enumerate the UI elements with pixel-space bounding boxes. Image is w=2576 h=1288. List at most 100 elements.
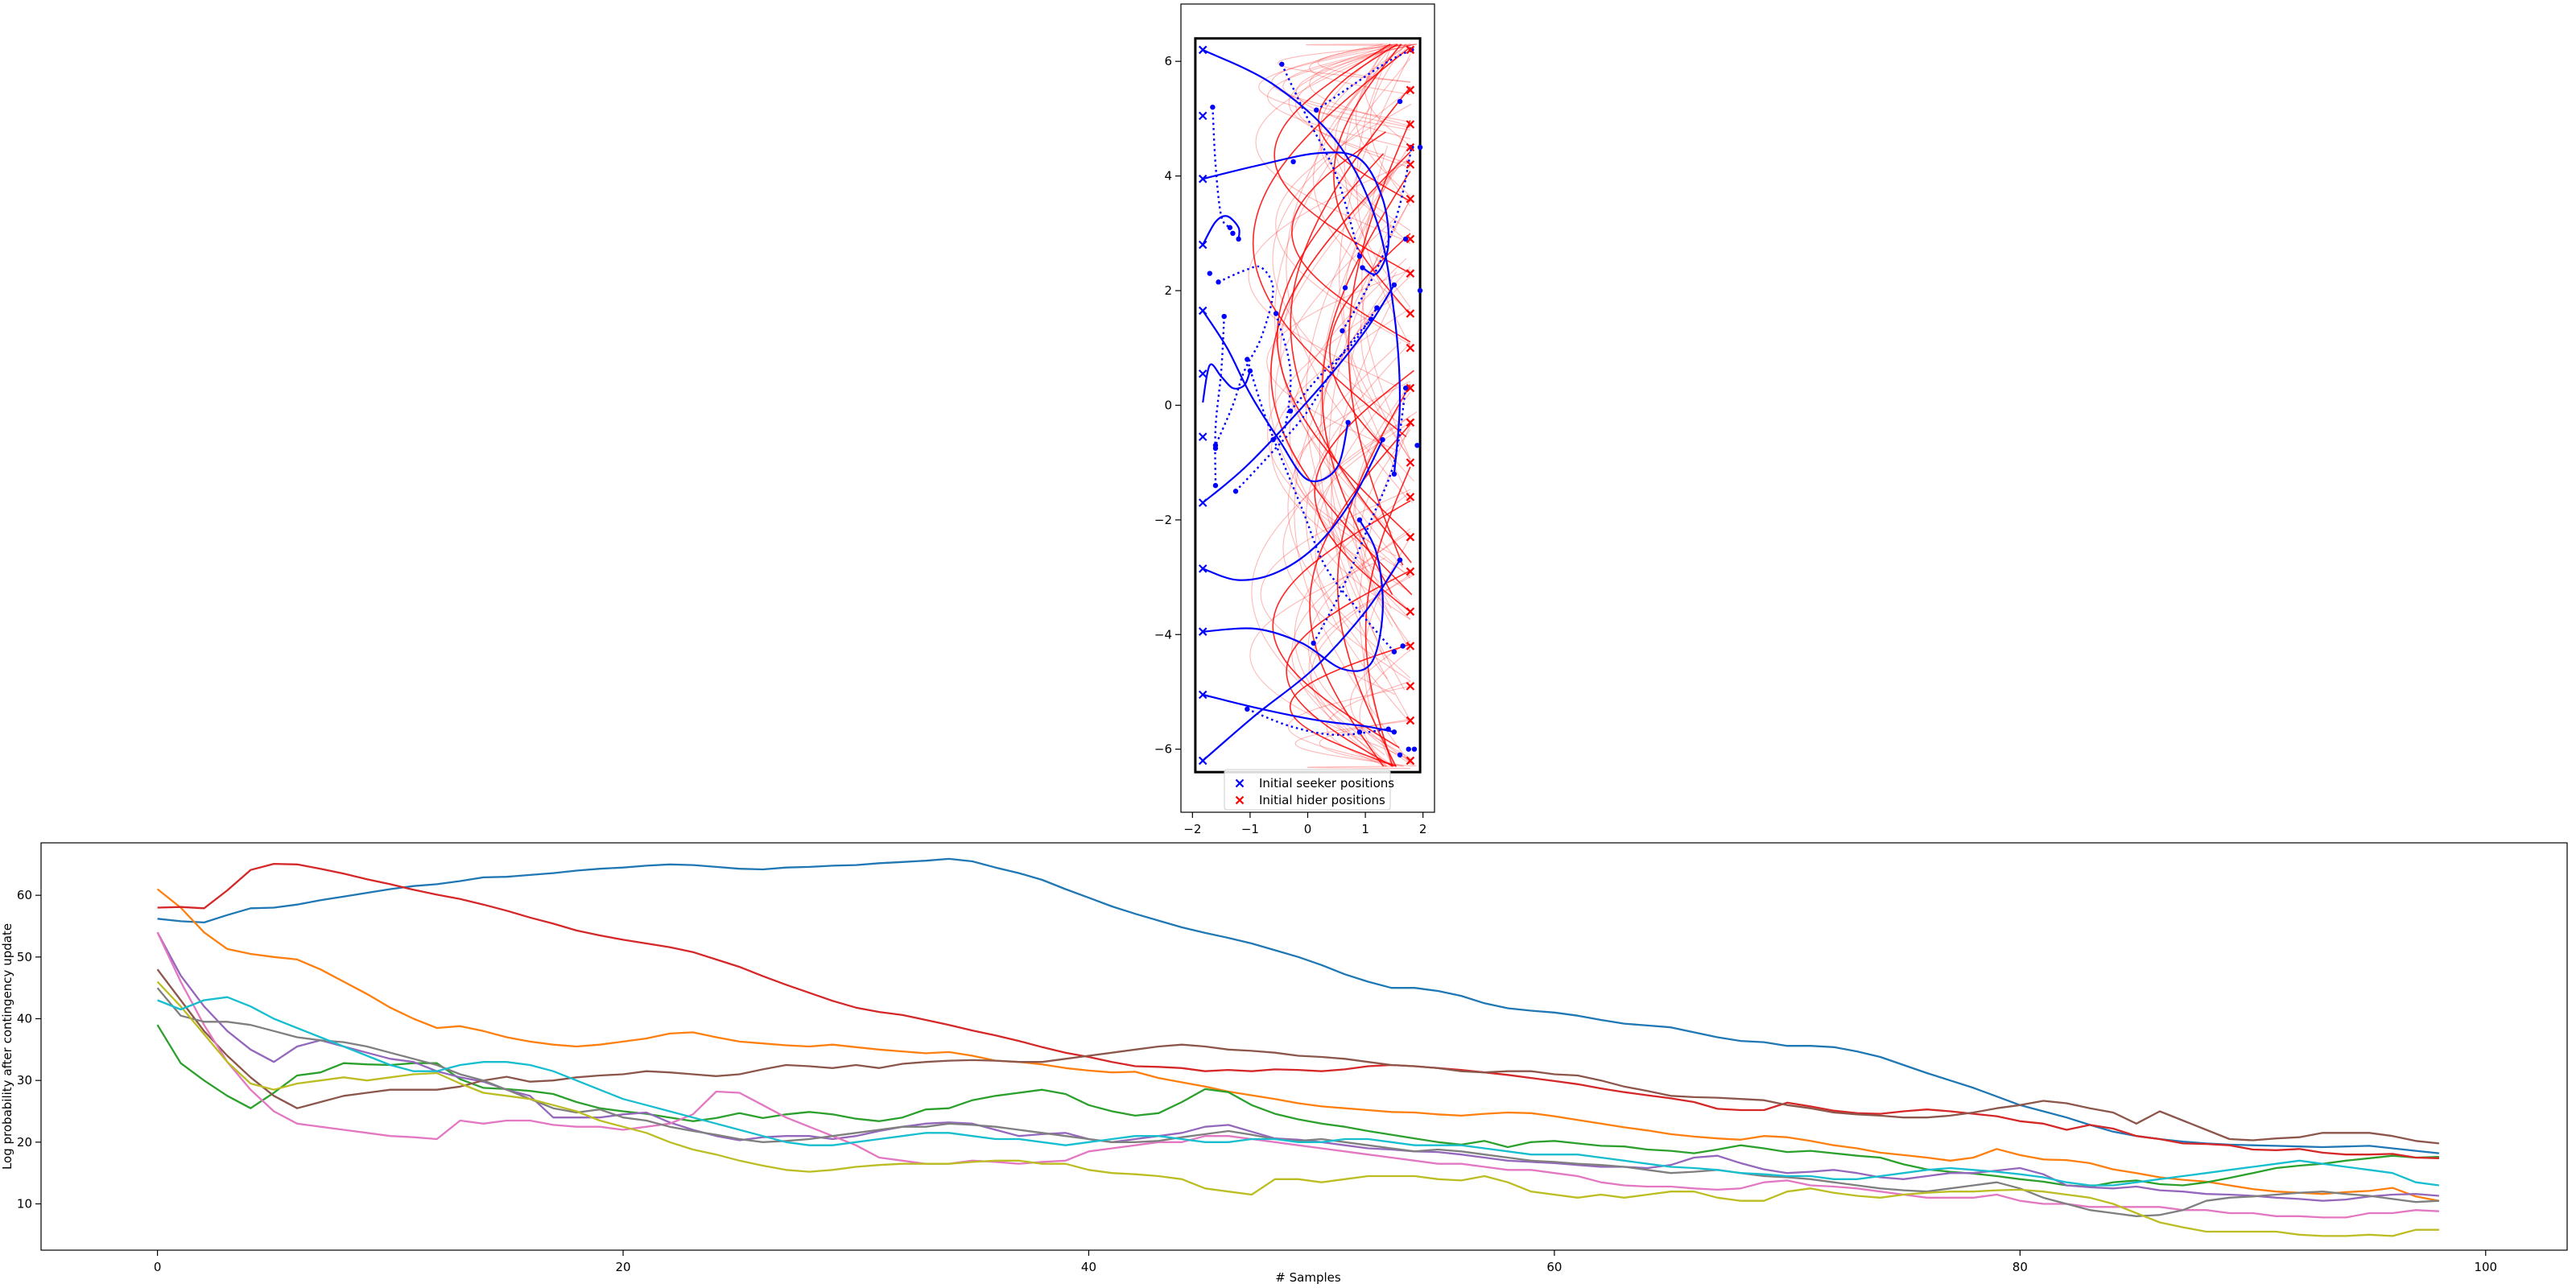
hider-path	[1308, 575, 1414, 759]
hider-path	[1282, 411, 1418, 682]
y-tick-label: 40	[17, 1012, 32, 1026]
series-line	[156, 888, 2440, 1202]
hider-path	[1307, 766, 1410, 770]
line-plot-area	[41, 843, 2567, 1250]
seeker-path-solid	[1202, 49, 1402, 474]
seeker-end-point	[1397, 752, 1403, 758]
hider-path	[1255, 43, 1411, 244]
seeker-end-point	[1391, 471, 1397, 477]
seeker-initial-marker	[1198, 690, 1208, 700]
hider-initial-marker	[1406, 309, 1415, 318]
seeker-end-point	[1311, 640, 1316, 646]
hider-path	[1359, 424, 1411, 767]
seeker-path-dotted	[1290, 307, 1378, 412]
hider-path	[1329, 233, 1411, 460]
hider-path	[1364, 466, 1411, 767]
hider-initial-marker	[1406, 343, 1415, 353]
x-tick-label: 0	[1304, 822, 1312, 836]
log-probability-plot: 0 20 40 60 80 100 10 20 30 40 50 60 # Samples Log p…	[0, 842, 2568, 1285]
legend-box	[1224, 769, 1391, 811]
hider-initial-marker	[1406, 642, 1415, 650]
seeker-end-point	[1245, 706, 1250, 712]
x-tick-label: 2	[1419, 822, 1427, 836]
hider-path	[1355, 383, 1411, 609]
series-line	[157, 996, 2440, 1187]
hider-initial-marker	[1406, 493, 1415, 502]
hider-initial-marker	[1406, 120, 1415, 129]
seeker-end-point	[1245, 357, 1250, 362]
hider-path	[1319, 200, 1411, 691]
hider-path	[1276, 153, 1411, 537]
trajectory-plot: −2 −1 0 1 2 −6 −4 −2 0 2 4 6 Initial seeker positio…	[1154, 3, 1435, 836]
seeker-end-point	[1236, 236, 1241, 242]
seeker-end-point	[1340, 328, 1345, 334]
seeker-end-point	[1247, 368, 1253, 374]
hider-path	[1319, 43, 1411, 231]
trajectory-markers	[1198, 45, 1423, 766]
seeker-end-point	[1290, 159, 1296, 165]
seeker-end-point	[1221, 313, 1227, 320]
hider-path	[1317, 43, 1410, 84]
seeker-initial-marker	[1198, 627, 1208, 636]
hider-path	[1356, 43, 1411, 347]
trajectory-legend: Initial seeker positions Initial hider po…	[1224, 769, 1394, 811]
hider-path	[1319, 43, 1411, 232]
seeker-end-point	[1374, 305, 1380, 311]
seeker-end-point	[1270, 436, 1276, 443]
hider-path	[1274, 216, 1411, 579]
line-series	[156, 857, 2440, 1237]
seeker-end-point	[1230, 230, 1236, 237]
hider-path	[1266, 269, 1411, 452]
hider-initial-marker	[1406, 234, 1415, 244]
hider-path	[1344, 44, 1411, 308]
hider-path	[1295, 43, 1414, 140]
seeker-end-point	[1227, 225, 1233, 230]
hider-path	[1305, 43, 1410, 47]
hider-path	[1305, 342, 1411, 679]
hider-path	[1314, 369, 1414, 613]
hider-initial-marker	[1406, 458, 1415, 467]
seeker-end-point	[1356, 517, 1363, 523]
hider-path	[1294, 491, 1411, 767]
hider-path	[1336, 384, 1411, 767]
hider-path	[1267, 298, 1411, 576]
y-tick-label: 2	[1164, 283, 1172, 298]
series-line	[156, 931, 2439, 1219]
hider-path	[1274, 43, 1411, 275]
hider-path	[1287, 685, 1411, 767]
series-line	[156, 968, 2440, 1145]
seeker-end-point	[1287, 408, 1294, 414]
hider-path	[1321, 171, 1411, 596]
seeker-path-solid	[1202, 439, 1384, 581]
seeker-initial-marker	[1198, 498, 1208, 507]
seeker-end-point	[1403, 385, 1409, 391]
seeker-path-dotted	[1246, 708, 1389, 737]
seeker-path-solid	[1202, 151, 1390, 275]
seeker-end-point	[1212, 482, 1219, 489]
hider-path	[1309, 43, 1411, 127]
seeker-path-solid	[1203, 519, 1384, 672]
x-tick-label: 0	[154, 1260, 162, 1274]
seeker-end-point	[1403, 236, 1409, 242]
line-axis-ticks: 0 20 40 60 80 100 10 20 30 40 50 60	[17, 888, 2497, 1274]
y-tick-label: 50	[17, 950, 32, 964]
hider-path	[1314, 419, 1416, 620]
legend-entries: Initial seeker positions Initial hider po…	[1235, 776, 1394, 807]
series-line	[157, 862, 2439, 1159]
hider-path	[1364, 43, 1411, 147]
seeker-path-dotted	[1235, 318, 1373, 493]
x-tick-label: 1	[1361, 822, 1369, 836]
hider-path	[1289, 643, 1411, 767]
seeker-end-point	[1216, 279, 1221, 285]
seeker-end-point	[1360, 265, 1365, 270]
y-tick-label: 20	[17, 1135, 32, 1150]
hider-path	[1270, 151, 1413, 596]
hider-path	[1267, 43, 1417, 150]
y-tick-label: 6	[1164, 54, 1172, 68]
hider-paths	[1248, 43, 1418, 770]
x-tick-label: 60	[1546, 1260, 1562, 1274]
seeker-end-point	[1380, 436, 1385, 443]
hider-path	[1360, 224, 1411, 461]
hider-path	[1272, 500, 1411, 749]
hider-initial-marker	[1406, 716, 1415, 725]
